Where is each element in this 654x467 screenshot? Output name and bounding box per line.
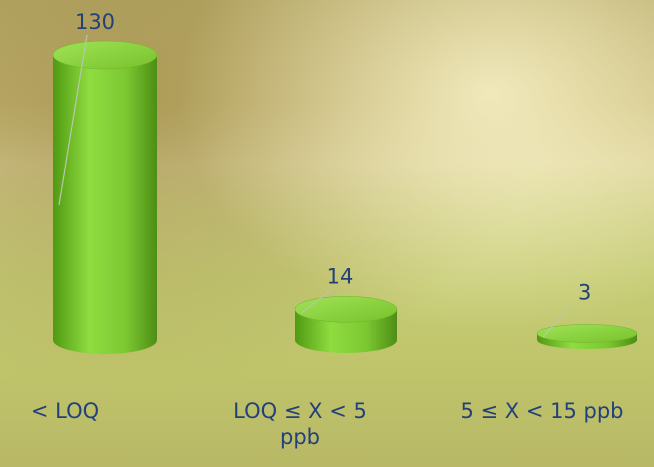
cylinder — [294, 296, 398, 353]
bar-top — [294, 296, 398, 323]
cylinder — [52, 40, 158, 354]
bar-top — [52, 40, 158, 70]
leader-line — [58, 34, 88, 206]
value-label: 130 — [75, 10, 115, 34]
leader-line — [542, 305, 571, 338]
value-label: 3 — [578, 280, 591, 304]
category-label: LOQ ≤ X < 5 ppb — [233, 399, 367, 450]
value-label: 14 — [327, 264, 354, 288]
bar — [53, 55, 157, 354]
bar-top — [536, 324, 638, 343]
cylinder — [536, 324, 638, 349]
category-label: 5 ≤ X < 15 ppb — [460, 399, 624, 423]
leader-line — [300, 288, 333, 314]
category-label: < LOQ — [30, 399, 100, 423]
